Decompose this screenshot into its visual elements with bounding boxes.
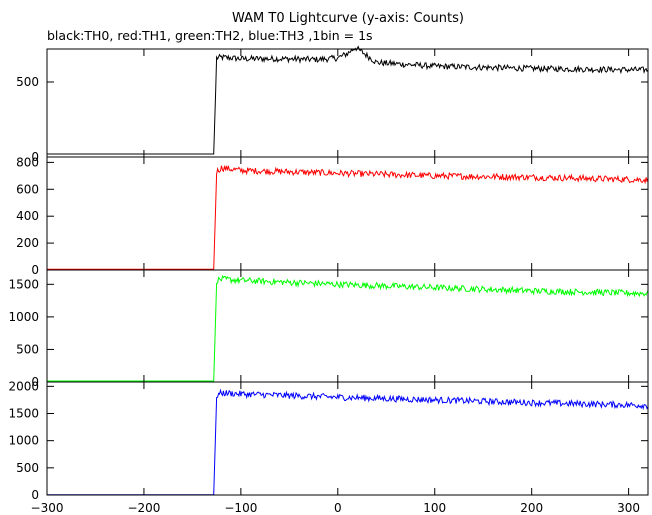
x-tick-label: −200 — [127, 501, 160, 515]
panel-frame — [46, 381, 649, 496]
y-tick-label: 200 — [16, 236, 39, 250]
y-tick-label: 0 — [31, 375, 39, 389]
series-line-th3 — [47, 388, 649, 496]
panel-th2: 0 500 1000 1500 — [8, 269, 649, 389]
panel-th3: 0 500 1000 1500 2000 — [8, 379, 649, 502]
x-tick-label: −300 — [31, 501, 64, 515]
y-tick-label: 2000 — [8, 379, 39, 393]
y-tick-label: 0 — [31, 150, 39, 164]
x-tick-label: −100 — [224, 501, 257, 515]
series-line-th0 — [47, 45, 649, 155]
chart-subtitle: black:TH0, red:TH1, green:TH2, blue:TH3 … — [47, 28, 373, 43]
x-tick-label: 0 — [334, 501, 342, 515]
series-line-th2 — [47, 274, 649, 382]
chart-title: WAM T0 Lightcurve (y-axis: Counts) — [232, 11, 464, 26]
y-tick-label: 500 — [16, 75, 39, 89]
y-tick-label: 400 — [16, 209, 39, 223]
panel-frame — [46, 48, 649, 158]
y-tick-label: 1000 — [8, 434, 39, 448]
y-tick-label: 1500 — [8, 277, 39, 291]
x-tick-label: 200 — [520, 501, 543, 515]
y-tick-label: 1500 — [8, 407, 39, 421]
panel-th1: 0 200 400 600 800 — [16, 155, 649, 277]
panel-th0: 0 500 — [16, 45, 649, 164]
y-tick-label: 800 — [16, 155, 39, 169]
x-tick-label: 100 — [423, 501, 446, 515]
x-axis: −300 −200 −100 0 100 200 300 — [31, 501, 641, 515]
y-tick-label: 1000 — [8, 310, 39, 324]
y-tick-label: 600 — [16, 182, 39, 196]
y-tick-label: 0 — [31, 488, 39, 502]
y-tick-label: 500 — [16, 342, 39, 356]
panel-frame — [46, 269, 649, 383]
y-tick-label: 0 — [31, 263, 39, 277]
panels: 0500020040060080005001000150005001000150… — [8, 45, 649, 502]
x-tick-label: 300 — [617, 501, 640, 515]
series-line-th1 — [47, 164, 649, 270]
y-tick-label: 500 — [16, 461, 39, 475]
